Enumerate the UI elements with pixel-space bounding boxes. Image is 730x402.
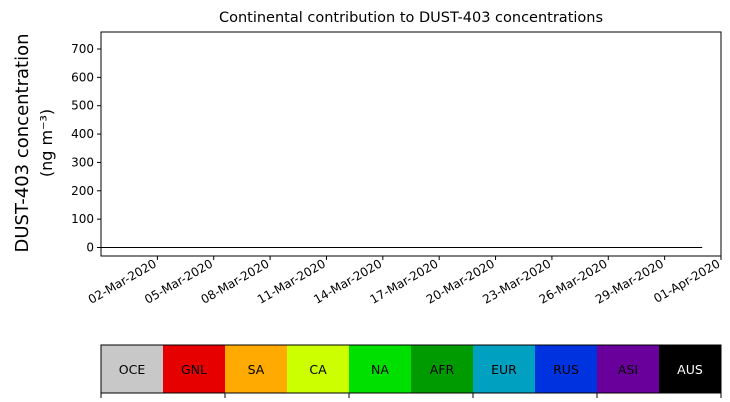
legend-swatch-na	[349, 345, 412, 393]
y-axis-label-line1: DUST-403 concentration	[12, 33, 33, 252]
legend-swatch-oce	[101, 345, 164, 393]
y-tick-label: 100	[71, 212, 94, 226]
chart-title: Continental contribution to DUST-403 con…	[219, 10, 603, 26]
legend: OCE GNL SA CA NA AFR EUR RUS ASI AUS	[100, 344, 722, 398]
plot-frame	[100, 31, 722, 257]
y-tick-label: 0	[86, 240, 94, 254]
legend-label-rus: RUS	[553, 362, 579, 377]
legend-label-ca: CA	[309, 362, 327, 377]
y-tick-label: 200	[71, 184, 94, 198]
y-tick-label: 700	[71, 42, 94, 56]
x-axis: 02-Mar-202005-Mar-202008-Mar-202011-Mar-…	[86, 256, 723, 307]
legend-label-na: NA	[371, 362, 389, 377]
legend-label-sa: SA	[248, 362, 265, 377]
y-tick-label: 500	[71, 99, 94, 113]
legend-label-oce: OCE	[119, 362, 146, 377]
y-axis-label-line2: (ng m⁻³)	[37, 109, 56, 177]
legend-label-aus: AUS	[677, 362, 703, 377]
legend-label-eur: EUR	[491, 362, 517, 377]
legend-label-asi: ASI	[618, 362, 638, 377]
legend-swatch-sa	[225, 345, 288, 393]
y-axis: 0 100 200 300 400 500 600 700	[71, 42, 101, 254]
y-axis-label: DUST-403 concentration (ng m⁻³)	[12, 33, 56, 252]
legend-swatch-gnl	[163, 345, 226, 393]
legend-swatch-rus	[535, 345, 598, 393]
legend-swatch-aus	[659, 345, 722, 393]
legend-swatch-eur	[473, 345, 536, 393]
legend-label-afr: AFR	[430, 362, 455, 377]
legend-swatch-afr	[411, 345, 474, 393]
y-tick-label: 300	[71, 155, 94, 169]
legend-label-gnl: GNL	[181, 362, 207, 377]
y-tick-label: 600	[71, 70, 94, 84]
y-tick-label: 400	[71, 127, 94, 141]
legend-swatch-asi	[597, 345, 660, 393]
legend-frame	[100, 344, 722, 394]
legend-swatch-ca	[287, 345, 350, 393]
